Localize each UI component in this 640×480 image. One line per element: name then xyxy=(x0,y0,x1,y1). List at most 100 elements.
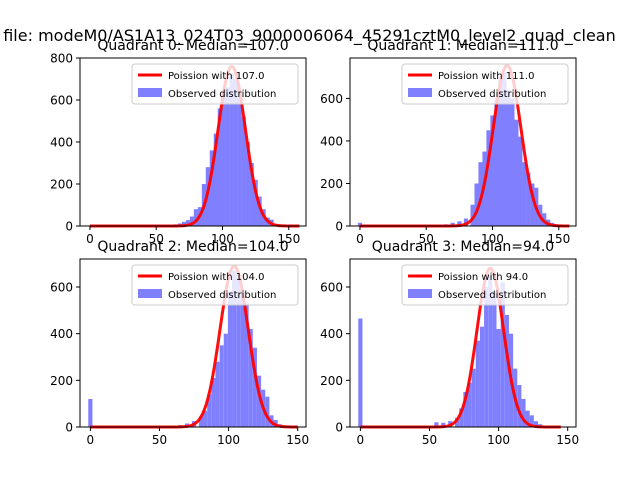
subplot-3: 0 50 100 150 0 200 400 600 Quadrant 3: Median=94… xyxy=(320,239,579,447)
hist-bar xyxy=(215,361,220,427)
axes-frame xyxy=(79,258,307,428)
hist-bar xyxy=(455,417,460,427)
hist-bar xyxy=(189,216,195,226)
y-tick-label: 200 xyxy=(50,374,73,388)
x-tick-label: 50 xyxy=(149,232,164,246)
y-tick-label: 200 xyxy=(320,374,343,388)
hist-bar xyxy=(223,333,228,427)
hist-bar xyxy=(475,340,480,427)
hist-bar xyxy=(525,410,530,427)
x-tick-label: 0 xyxy=(86,232,94,246)
y-tick-label: 600 xyxy=(320,92,343,106)
hist-bar xyxy=(209,150,215,226)
x-tick-label: 0 xyxy=(87,433,95,447)
x-tick-label: 150 xyxy=(547,232,570,246)
y-tick-label: 200 xyxy=(50,178,73,192)
hist-bar xyxy=(217,108,222,226)
hist-bar xyxy=(237,97,242,227)
x-tick-label: 150 xyxy=(286,433,309,447)
y-tick-label: 0 xyxy=(335,421,343,435)
subplot-1: 0 50 100 150 0 200 400 600 Quadrant 1: Median=11… xyxy=(320,38,577,246)
hist-bar xyxy=(470,204,475,226)
hist-bar xyxy=(219,345,224,427)
hist-bar xyxy=(256,375,262,427)
legend-bar-swatch xyxy=(138,88,162,97)
y-tick-label: 0 xyxy=(65,421,73,435)
hist-bar xyxy=(518,136,523,226)
hist-bar xyxy=(496,329,501,427)
hist-bar xyxy=(463,218,469,226)
legend-poisson-label: Poission with 107.0 xyxy=(168,71,264,82)
legend-box xyxy=(131,63,299,105)
legend-observed-label: Observed distribution xyxy=(438,290,546,301)
subplot-title: Quadrant 0: Median=107.0 xyxy=(97,38,288,54)
y-tick-label: 400 xyxy=(50,327,73,341)
figure-suptitle: n file: modeM0/AS1A13_024T03_9000006064_… xyxy=(0,26,616,46)
hist-bar xyxy=(245,142,250,226)
hist-bar xyxy=(357,222,363,226)
subplot-2: 0 50 100 150 0 200 400 600 Quadrant 2: Median=10… xyxy=(50,239,309,447)
hist-bar xyxy=(526,172,531,226)
subplot-title: Quadrant 3: Median=94.0 xyxy=(372,239,554,255)
legend-observed-label: Observed distribution xyxy=(168,290,276,301)
legend-bar-swatch xyxy=(408,289,432,298)
axes-frame xyxy=(349,258,577,428)
hist-bar xyxy=(221,93,226,226)
x-tick-label: 50 xyxy=(152,433,167,447)
hist-bar xyxy=(233,79,238,226)
hist-bar xyxy=(498,77,503,226)
y-tick-label: 600 xyxy=(50,94,73,108)
hist-bar xyxy=(213,133,218,226)
legend-observed-label: Observed distribution xyxy=(438,89,546,100)
hist-bar xyxy=(244,303,249,427)
y-tick-label: 200 xyxy=(320,177,343,191)
x-tick-label: 100 xyxy=(487,433,510,447)
hist-bar xyxy=(229,74,234,226)
x-tick-label: 150 xyxy=(556,433,579,447)
x-tick-label: 50 xyxy=(419,232,434,246)
hist-bar xyxy=(486,130,491,226)
hist-bar xyxy=(463,392,468,427)
x-tick-label: 100 xyxy=(211,232,234,246)
legend: Poission with 104.0 Observed distribution xyxy=(131,264,299,306)
hist-bar xyxy=(211,378,216,427)
legend-poisson-label: Poission with 94.0 xyxy=(438,272,528,283)
hist-bar xyxy=(248,329,253,427)
legend-box xyxy=(401,264,569,306)
legend: Poission with 107.0 Observed distribution xyxy=(131,63,299,105)
legend: Poission with 94.0 Observed distribution xyxy=(401,264,569,306)
legend-poisson-label: Poission with 104.0 xyxy=(168,272,264,283)
hist-bar xyxy=(533,421,538,427)
y-tick-label: 400 xyxy=(50,136,73,150)
legend-box xyxy=(401,63,569,105)
hist-bar xyxy=(479,326,485,427)
y-tick-label: 0 xyxy=(65,220,73,234)
hist-bar xyxy=(488,275,493,427)
y-tick-label: 400 xyxy=(320,327,343,341)
legend-bar-swatch xyxy=(408,88,432,97)
x-tick-label: 50 xyxy=(422,433,437,447)
hist-bar xyxy=(198,416,204,427)
y-tick-label: 400 xyxy=(320,134,343,148)
hist-bar xyxy=(193,209,199,226)
hist-bar xyxy=(504,315,509,427)
hist-bar xyxy=(253,179,258,226)
x-tick-label: 100 xyxy=(217,433,240,447)
hist-bar xyxy=(459,408,464,427)
y-tick-label: 800 xyxy=(50,52,73,66)
hist-bar xyxy=(241,116,246,226)
y-tick-label: 600 xyxy=(320,281,343,295)
hist-bar xyxy=(514,119,519,226)
hist-bar xyxy=(502,72,507,226)
legend-box xyxy=(131,264,299,306)
x-tick-label: 150 xyxy=(277,232,300,246)
hist-bar xyxy=(441,422,446,427)
hist-bar xyxy=(434,422,439,427)
legend-observed-label: Observed distribution xyxy=(168,89,276,100)
hist-bar xyxy=(500,282,505,427)
hist-bar xyxy=(506,89,511,227)
subplot-0: 0 50 100 150 0 200 400 600 800 Quadrant 0: Median… xyxy=(50,38,307,246)
hist-bar xyxy=(510,98,515,226)
hist-bar xyxy=(457,221,462,226)
